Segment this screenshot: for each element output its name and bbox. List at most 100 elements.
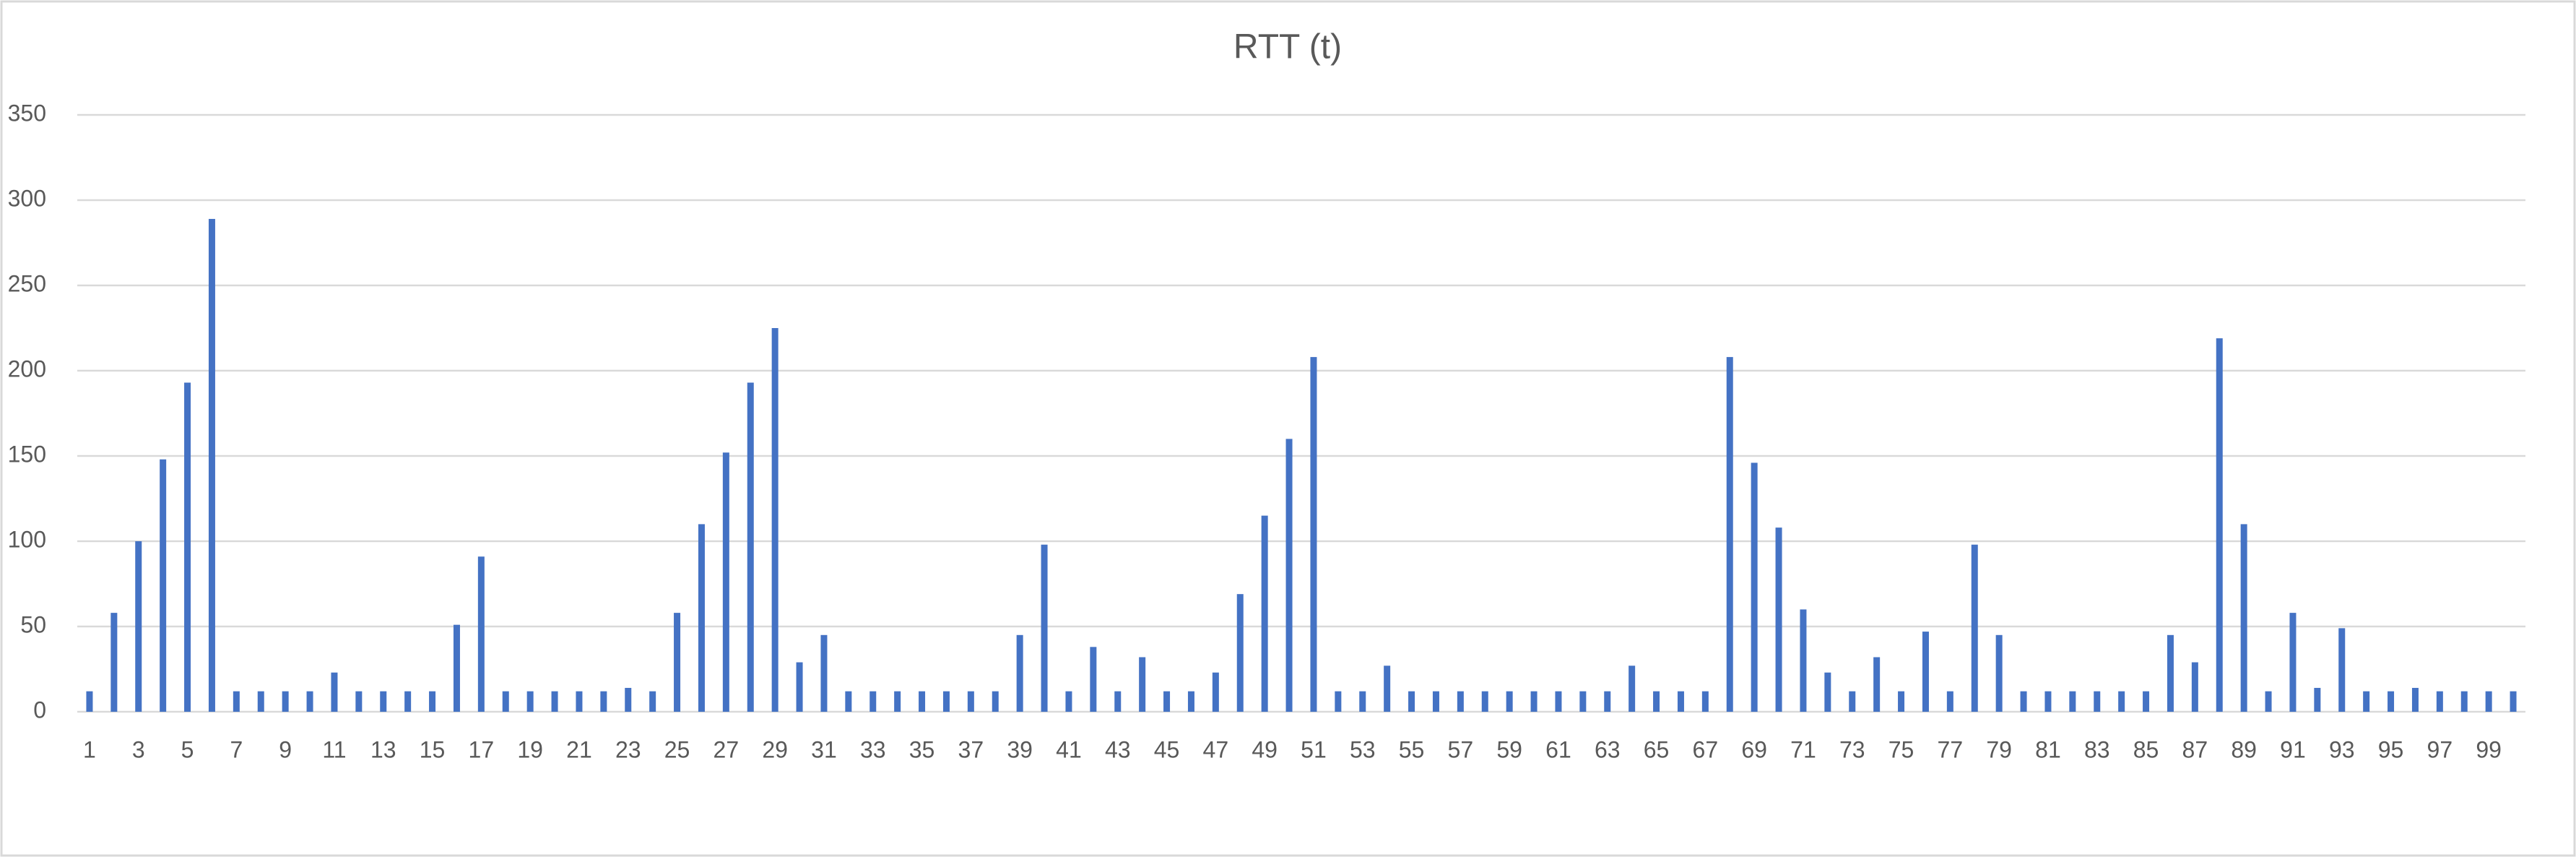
x-tick-label: 91 [2280, 736, 2306, 762]
x-tick-label: 65 [1644, 736, 1670, 762]
bar [747, 382, 754, 712]
bar [502, 691, 509, 712]
x-tick-label: 31 [811, 736, 837, 762]
x-tick-label: 19 [517, 736, 543, 762]
x-tick-label: 63 [1595, 736, 1621, 762]
bar [1310, 357, 1317, 712]
bar [1359, 691, 1366, 712]
bar [1236, 594, 1244, 712]
bar [2485, 691, 2492, 712]
bar [1481, 691, 1488, 712]
x-tick-label: 11 [322, 736, 346, 762]
bar [674, 613, 681, 712]
bar [404, 691, 412, 712]
bar [1041, 544, 1048, 712]
bar [208, 218, 215, 712]
bar [722, 452, 729, 712]
bar [1800, 609, 1807, 712]
x-tick-label: 85 [2133, 736, 2159, 762]
bar [1139, 657, 1146, 712]
bar [2363, 691, 2370, 712]
bar [576, 691, 583, 712]
bar [2460, 691, 2468, 712]
y-tick-label: 150 [8, 441, 46, 467]
bar [160, 459, 167, 712]
x-tick-label: 75 [1888, 736, 1914, 762]
y-tick-label: 200 [8, 356, 46, 382]
bar [1701, 691, 1709, 712]
x-tick-label: 49 [1252, 736, 1278, 762]
bar [1775, 527, 1782, 712]
x-tick-label: 53 [1350, 736, 1376, 762]
bar [1335, 691, 1342, 712]
bar [894, 691, 901, 712]
bar [110, 613, 118, 712]
bar [2510, 691, 2517, 712]
x-tick-label: 97 [2427, 736, 2453, 762]
bar [526, 691, 534, 712]
bar [184, 382, 191, 712]
bar [600, 691, 607, 712]
bar [2411, 687, 2419, 712]
x-tick-label: 67 [1693, 736, 1719, 762]
bar [380, 691, 387, 712]
x-tick-label: 45 [1154, 736, 1180, 762]
x-tick-label: 79 [1986, 736, 2012, 762]
bar [86, 691, 93, 712]
bar [1653, 691, 1660, 712]
bar [1629, 666, 1636, 712]
bar [845, 691, 852, 712]
bar [1898, 691, 1905, 712]
y-tick-label: 0 [33, 697, 46, 723]
bar [2388, 691, 2395, 712]
bar [453, 624, 460, 712]
bar [1457, 691, 1464, 712]
bar [306, 691, 313, 712]
bar [2436, 691, 2443, 712]
x-tick-label: 37 [958, 736, 984, 762]
x-tick-label: 87 [2182, 736, 2208, 762]
x-tick-label: 83 [2084, 736, 2110, 762]
bar [257, 691, 264, 712]
bar [1212, 672, 1219, 712]
x-tick-label: 33 [860, 736, 886, 762]
bar [1555, 691, 1562, 712]
bar [1579, 691, 1587, 712]
bar [1922, 632, 1929, 712]
x-tick-label: 7 [230, 736, 243, 762]
bar [1506, 691, 1513, 712]
bar [1163, 691, 1171, 712]
bar [967, 691, 974, 712]
x-tick-label: 9 [279, 736, 292, 762]
bar [771, 328, 779, 712]
x-tick-label: 71 [1790, 736, 1816, 762]
x-tick-label: 3 [132, 736, 145, 762]
x-tick-label: 17 [469, 736, 495, 762]
bar [1946, 691, 1953, 712]
x-tick-label: 81 [2035, 736, 2061, 762]
bar [796, 662, 803, 712]
bar [1065, 691, 1072, 712]
bar [625, 687, 632, 712]
bar [1384, 666, 1391, 712]
x-tick-label: 35 [909, 736, 935, 762]
x-tick-label: 95 [2378, 736, 2404, 762]
bar [2338, 628, 2346, 712]
bar [992, 691, 999, 712]
bar [477, 556, 485, 712]
x-tick-label: 23 [615, 736, 641, 762]
x-tick-label: 41 [1056, 736, 1082, 762]
bar [2265, 691, 2272, 712]
bar [2191, 662, 2198, 712]
x-tick-label: 73 [1839, 736, 1865, 762]
bar [551, 691, 558, 712]
bar [942, 691, 950, 712]
bar [2167, 634, 2174, 712]
bar [820, 634, 828, 712]
bar [2094, 691, 2101, 712]
bar [429, 691, 436, 712]
bar [331, 672, 338, 712]
y-tick-label: 300 [8, 185, 46, 211]
bar [1285, 439, 1293, 712]
